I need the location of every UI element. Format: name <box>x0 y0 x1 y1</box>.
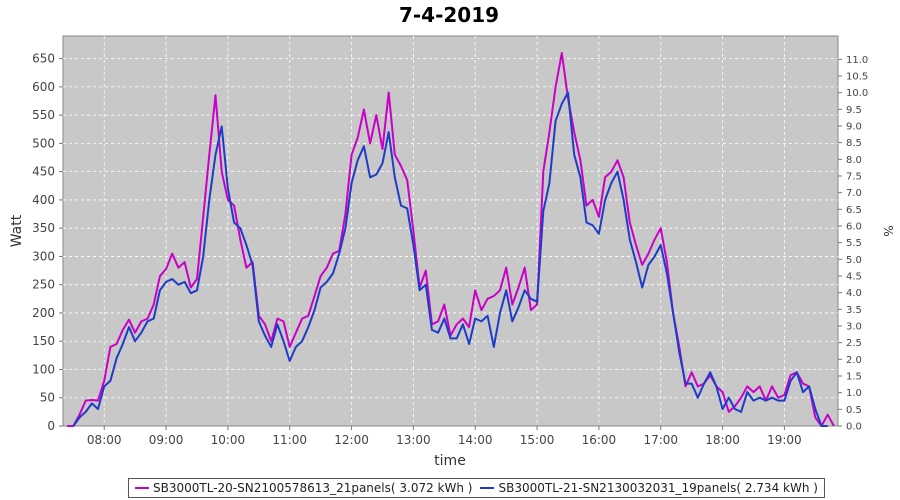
solar-power-chart: 7-4-2019 0 50 100 150 200 250 300 350 400 450 500 5… <box>9 3 895 469</box>
x-tick-label: 09:00 <box>149 433 184 447</box>
y2-tick-label: 0.0 <box>846 422 862 433</box>
y2-tick-label: 6.0 <box>846 222 862 233</box>
legend-item: SB3000TL-20-SN2100578613_21panels( 3.072… <box>135 481 472 495</box>
y2-tick-label: 11.0 <box>846 55 868 66</box>
x-tick-label: 12:00 <box>334 433 369 447</box>
y2-tick-label: 0.5 <box>846 405 862 416</box>
y-tick-label: 450 <box>32 165 55 179</box>
y-tick-label: 150 <box>32 334 55 348</box>
y-tick-label: 50 <box>40 391 55 405</box>
y2-axis-label: % <box>881 225 895 236</box>
y2-tick-label: 7.0 <box>846 188 862 199</box>
y-tick-label: 650 <box>32 52 55 66</box>
y-tick-label: 300 <box>32 249 55 263</box>
y-tick-label: 350 <box>32 221 55 235</box>
y2-tick-label: 2.5 <box>846 338 862 349</box>
y2-tick-label: 5.0 <box>846 255 862 266</box>
y-tick-label: 550 <box>32 108 55 122</box>
y-tick-label: 250 <box>32 278 55 292</box>
x-tick-label: 11:00 <box>272 433 307 447</box>
y2-tick-label: 7.5 <box>846 172 862 183</box>
y2-tick-label: 1.0 <box>846 388 862 399</box>
y2-tick-label: 9.0 <box>846 122 862 133</box>
y2-tick-label: 2.0 <box>846 355 862 366</box>
series-line-2 <box>72 91 828 427</box>
y2-axis-ticks: 0.0 0.5 1.0 1.5 2.0 2.5 3.0 3.5 4.0 4.5 5.0 5.5 6.0 6… <box>838 55 868 433</box>
legend-item: SB3000TL-21-SN2130032031_19panels( 2.734… <box>480 481 818 495</box>
y-tick-label: 400 <box>32 193 55 207</box>
x-tick-label: 17:00 <box>643 433 678 447</box>
y2-tick-label: 3.5 <box>846 305 862 316</box>
y2-tick-label: 10.5 <box>846 72 868 83</box>
legend-label: SB3000TL-21-SN2130032031_19panels( 2.734… <box>498 481 818 495</box>
legend-swatch <box>480 487 495 489</box>
x-tick-label: 16:00 <box>582 433 617 447</box>
y2-tick-label: 4.0 <box>846 288 862 299</box>
y2-tick-label: 5.5 <box>846 238 862 249</box>
x-tick-label: 08:00 <box>87 433 122 447</box>
y2-tick-label: 8.0 <box>846 155 862 166</box>
y2-tick-label: 1.5 <box>846 372 862 383</box>
legend-swatch <box>135 487 149 489</box>
y-tick-label: 0 <box>47 419 55 433</box>
legend-label: SB3000TL-20-SN2100578613_21panels( 3.072… <box>153 481 473 495</box>
y2-tick-label: 4.5 <box>846 272 862 283</box>
y-tick-label: 100 <box>32 362 55 376</box>
x-tick-label: 19:00 <box>767 433 802 447</box>
x-tick-label: 18:00 <box>705 433 740 447</box>
y2-tick-label: 9.5 <box>846 105 862 116</box>
chart-legend: SB3000TL-20-SN2100578613_21panels( 3.072… <box>128 478 825 498</box>
x-tick-label: 13:00 <box>396 433 431 447</box>
x-tick-label: 14:00 <box>458 433 493 447</box>
x-axis-label: time <box>434 453 466 469</box>
series-lines <box>67 52 835 427</box>
x-tick-label: 15:00 <box>520 433 555 447</box>
x-axis-ticks: 08:00 09:00 10:00 11:00 12:00 13:00 14:00 15:00… <box>87 426 802 447</box>
y-axis-label: Watt <box>9 214 25 247</box>
y-axis-ticks: 0 50 100 150 200 250 300 350 400 450 500 550 600 650 <box>32 52 63 433</box>
y2-tick-label: 3.0 <box>846 322 862 333</box>
y-tick-label: 600 <box>32 80 55 94</box>
y-tick-label: 500 <box>32 136 55 150</box>
y2-tick-label: 6.5 <box>846 205 862 216</box>
chart-title: 7-4-2019 <box>399 3 499 27</box>
plot-area <box>62 35 839 427</box>
y-tick-label: 200 <box>32 306 55 320</box>
x-tick-label: 10:00 <box>211 433 246 447</box>
y2-tick-label: 10.0 <box>846 88 868 99</box>
y2-tick-label: 8.5 <box>846 138 862 149</box>
